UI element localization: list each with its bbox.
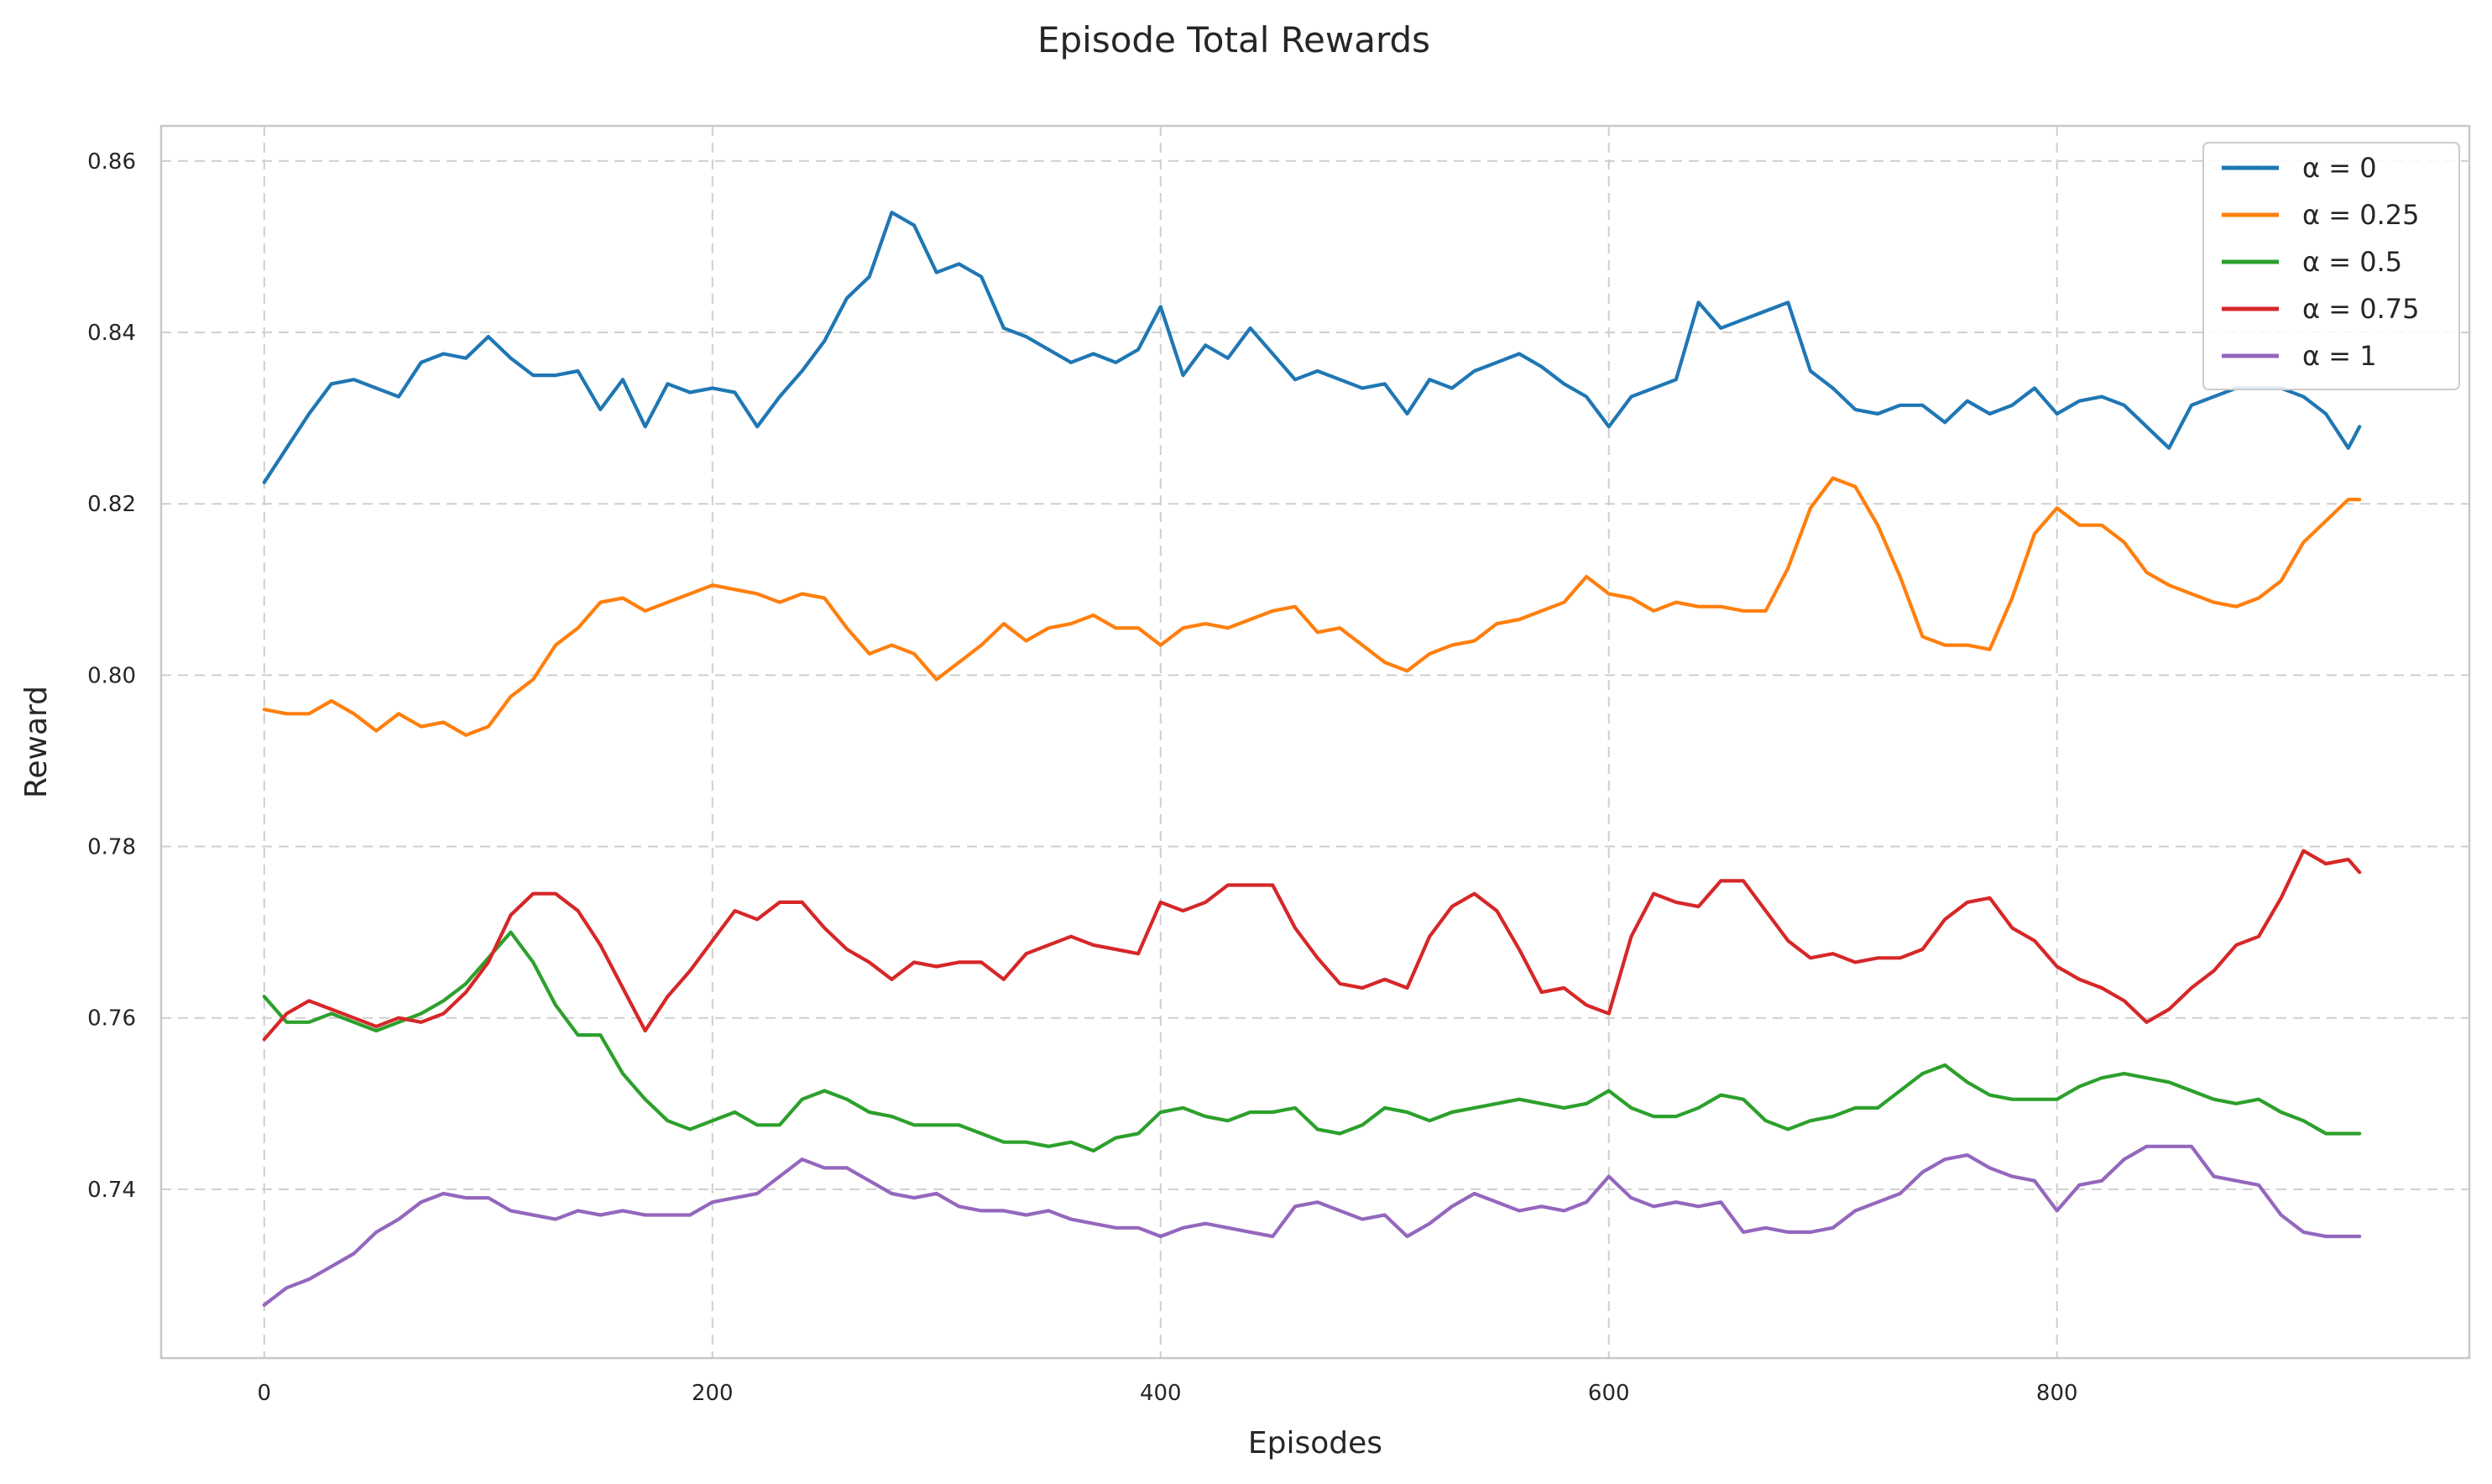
y-tick-label: 0.74 xyxy=(87,1178,136,1203)
series-line-2 xyxy=(262,930,2362,1153)
y-tick-label: 0.80 xyxy=(87,663,136,688)
chart-title: Episode Total Rewards xyxy=(1037,19,1430,60)
legend-label: α = 0.5 xyxy=(2302,246,2402,278)
x-tick-label: 400 xyxy=(1140,1381,1182,1406)
series-layer xyxy=(262,211,2362,1307)
x-tick-label: 800 xyxy=(2036,1381,2078,1406)
legend-box xyxy=(2202,142,2460,390)
x-axis-label: Episodes xyxy=(1248,1426,1382,1460)
y-tick-label: 0.76 xyxy=(87,1006,136,1032)
legend-label: α = 1 xyxy=(2302,340,2377,372)
y-tick-label: 0.84 xyxy=(87,321,136,346)
legend-label: α = 0.25 xyxy=(2302,199,2420,231)
series-line-3 xyxy=(262,849,2362,1042)
y-tick-label: 0.78 xyxy=(87,835,136,860)
x-tick-label: 200 xyxy=(692,1381,734,1406)
legend-label: α = 0 xyxy=(2302,152,2377,184)
x-tick-label: 600 xyxy=(1588,1381,1630,1406)
plot-frame xyxy=(159,124,2471,1360)
x-tick-label: 0 xyxy=(258,1381,272,1406)
legend-label: α = 0.75 xyxy=(2302,293,2420,325)
series-line-4 xyxy=(262,1144,2362,1307)
grid-layer xyxy=(161,126,2469,1358)
y-axis-label: Reward xyxy=(19,686,54,798)
series-line-0 xyxy=(262,211,2362,484)
tick-layer: 0 200 400 600 800 0.74 0.76 0.78 0.80 0.82 0.84 0.8… xyxy=(87,149,2077,1406)
y-tick-label: 0.86 xyxy=(87,149,136,175)
series-line-1 xyxy=(262,476,2362,737)
legend: α = 0 α = 0.25 α = 0.5 α = 0.75 α = 1 xyxy=(2202,142,2460,390)
y-tick-label: 0.82 xyxy=(87,492,136,517)
